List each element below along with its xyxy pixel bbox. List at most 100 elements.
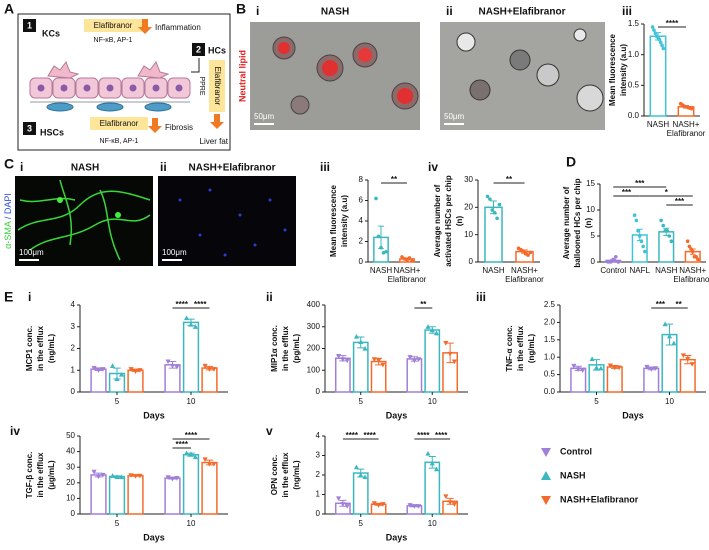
- y-axis-label: Average number of: [433, 184, 442, 257]
- bar: [182, 321, 200, 393]
- y-tick-label: 0: [359, 257, 364, 266]
- significance-label: **: [420, 300, 427, 309]
- panel-label: E: [4, 289, 13, 305]
- scale-bar-label: 50μm: [444, 112, 465, 121]
- y-tick-label: 0.5: [628, 80, 640, 89]
- step-box: [23, 19, 36, 32]
- bar: [164, 477, 181, 515]
- y-axis-label: (μg/mL): [47, 460, 56, 490]
- data-point: [488, 197, 492, 201]
- y-axis-label: in the efflux: [36, 326, 45, 371]
- bar: [484, 206, 503, 263]
- data-point: [137, 368, 143, 373]
- bar: [334, 357, 351, 393]
- y-tick-label: 0.0: [628, 111, 640, 120]
- data-point: [340, 502, 346, 507]
- connector: [191, 58, 200, 73]
- bar: [164, 364, 181, 393]
- data-point: [169, 476, 176, 482]
- data-point: [694, 254, 698, 259]
- drug-box: [90, 117, 148, 130]
- micrograph: [15, 176, 153, 266]
- data-point: [614, 254, 618, 259]
- step-number: 2: [196, 44, 201, 54]
- step-number: 3: [27, 123, 32, 133]
- data-point: [526, 253, 530, 257]
- y-tick-label: 1.0: [628, 50, 640, 59]
- data-point: [100, 367, 106, 372]
- significance-label: ***: [622, 188, 632, 197]
- data-point: [183, 315, 190, 321]
- y-axis-label: intensity (a.u): [340, 195, 349, 247]
- data-point: [650, 25, 655, 29]
- data-point: [653, 31, 658, 35]
- image-title: NASH+Elafibranor: [479, 7, 566, 18]
- data-point: [416, 357, 422, 362]
- data-point: [137, 473, 143, 479]
- y-tick-label: 400: [307, 300, 321, 309]
- y-tick-label: 2: [359, 237, 364, 246]
- x-tick-label: 10: [428, 397, 437, 406]
- legend-label: Control: [560, 446, 592, 456]
- data-point: [643, 249, 647, 254]
- data-point: [376, 503, 382, 508]
- y-tick-label: 0.0: [544, 387, 556, 396]
- y-tick-label: 4: [359, 216, 364, 225]
- data-point: [371, 501, 377, 506]
- y-tick-label: 20: [66, 478, 75, 487]
- data-point: [665, 229, 670, 233]
- x-axis-label: Days: [622, 410, 644, 420]
- data-point: [380, 502, 386, 507]
- significance-label: *: [665, 188, 669, 197]
- y-tick-label: 1.5: [544, 335, 556, 344]
- step-number: 1: [27, 20, 32, 30]
- y-axis-label: TNF-α conc.: [505, 325, 514, 371]
- y-tick-label: 300: [307, 322, 321, 331]
- y-tick-label: 3: [71, 322, 76, 331]
- data-point: [206, 367, 213, 372]
- arrow: [148, 118, 162, 133]
- data-point: [206, 462, 213, 467]
- data-point: [407, 355, 413, 360]
- y-tick-label: 2: [71, 344, 76, 353]
- data-point: [652, 28, 656, 32]
- drug: Elafibranor: [94, 21, 133, 30]
- x-tick-label: Elafibranor: [667, 129, 706, 138]
- y-tick-label: 100: [307, 365, 321, 374]
- data-point: [407, 503, 413, 508]
- y-axis-label: Mean fluorescence: [329, 184, 338, 257]
- data-point: [380, 362, 386, 368]
- x-axis-label: Days: [386, 532, 408, 542]
- panel-numeral: iii: [320, 160, 330, 174]
- data-point: [658, 40, 663, 45]
- significance-label: **: [506, 175, 513, 184]
- data-point: [429, 460, 435, 466]
- bar: [182, 453, 200, 515]
- x-tick-label: NASH+: [394, 266, 421, 275]
- y-tick-label: 200: [307, 344, 321, 353]
- y-tick-label: 4: [71, 300, 76, 309]
- data-point: [358, 472, 364, 478]
- panel-numeral: iv: [428, 160, 438, 174]
- drug: Elafibranor: [100, 119, 139, 128]
- cells: [29, 60, 191, 112]
- data-point: [689, 362, 695, 367]
- data-point: [371, 357, 377, 362]
- data-point: [612, 365, 618, 371]
- axis-line: [477, 180, 540, 263]
- y-tick-label: 10: [464, 230, 473, 239]
- data-point: [174, 364, 180, 370]
- x-tick-label: NASH+: [679, 266, 706, 275]
- y-tick-label: 10: [586, 205, 595, 214]
- y-tick-label: 40: [66, 447, 75, 456]
- y-tick-label: 1.0: [544, 352, 556, 361]
- data-point: [344, 504, 350, 509]
- bar: [201, 461, 218, 515]
- data-point: [174, 476, 180, 481]
- data-point: [598, 365, 604, 371]
- data-point: [335, 496, 342, 501]
- y-tick-label: 0: [71, 387, 76, 396]
- data-point: [661, 223, 665, 228]
- y-axis-label: activated HSCs per chip: [444, 175, 453, 267]
